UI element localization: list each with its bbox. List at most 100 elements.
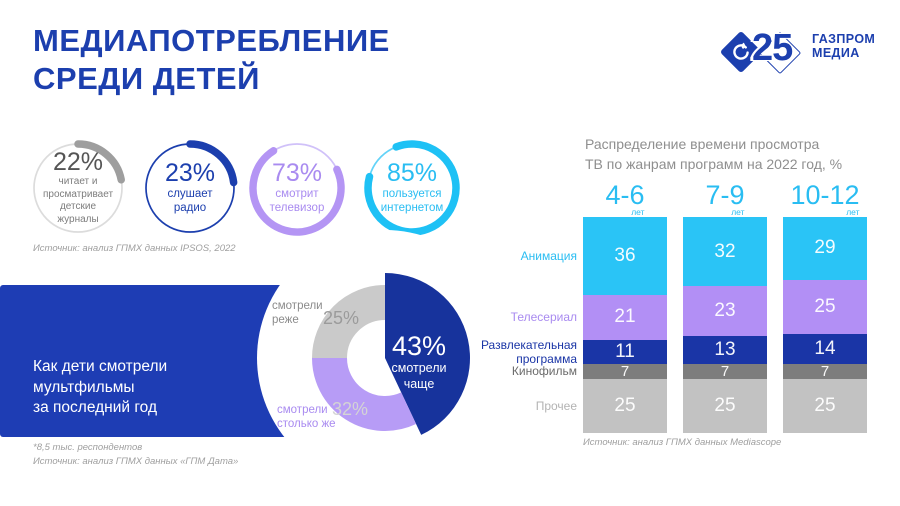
gauge-arc [74,140,125,184]
pie-major-label-line: чаще [403,377,435,392]
bar-segment-Кинофильм: 7 [583,363,667,381]
age-group-wrap: 7-9 лет [705,182,745,218]
tv-chart-title: Распределение времени просмотра ТВ по жа… [585,135,842,175]
stat-ring-caption-line: просматривает [42,188,114,200]
bar-segment-value: 25 [614,395,636,417]
tv-chart-title-line1: Распределение времени просмотра [585,136,820,152]
gauge-arc [186,140,238,187]
bar-segment-Кинофильм: 7 [783,362,867,380]
bar-segment-Анимация: 36 [583,217,667,295]
genre-label-4: Кинофильм [511,364,577,379]
bar-segment-Прочее: 25 [683,378,767,433]
page-title: МЕДИАПОТРЕБЛЕНИЕ СРЕДИ ДЕТЕЙ [33,22,390,98]
bar-segment-value: 7 [720,362,730,380]
bar-segment-value: 36 [614,244,636,266]
bar-segment-value: 7 [820,362,830,380]
stat-ring-gauge [249,143,345,236]
logo-brand-name: ГАЗПРОМ МЕДИА [812,32,876,60]
bar-segment-value: 7 [620,363,630,381]
bar-segment-value: 23 [714,299,736,321]
stat-ring-4: 85% пользуется интернетом [362,138,462,238]
pie-major-label: 43% смотрели чаще [369,332,469,392]
bar-segment-Прочее: 25 [783,378,867,433]
stat-ring-caption-line: детские [59,201,97,213]
stat-ring-caption: смотрит телевизор [270,187,325,216]
panel-footnote: *8,5 тыс. респондентов Источник: анализ … [33,441,238,470]
stat-ring-caption-line: пользуется [382,188,442,200]
stat-ring-caption: читает и просматривает детские журналы [43,176,113,226]
pie-percent-32: 32% [331,399,369,419]
stacked-bar-2: 32 23 13 7 25 [683,217,767,433]
gauge-arc [249,147,345,236]
bar-segment-Прочее: 25 [583,379,667,434]
bar-segment-Анимация: 32 [683,217,767,287]
bar-segment-Телесериал: 23 [683,286,767,336]
stat-ring-text: 23% слушает радио [140,138,240,238]
stat-ring-text: 22% читает и просматривает детские журналы [28,138,128,238]
bar-segment-Телесериал: 21 [583,294,667,341]
stacked-bar-3: 29 25 14 7 25 [783,217,867,433]
gazprom-flame-icon [733,42,749,60]
logo-brand-line1: ГАЗПРОМ [812,32,876,46]
stat-ring-caption-line: слушает [167,188,213,200]
stat-ring-caption-line: интернетом [380,202,444,215]
stat-ring-percent: 85% [386,158,438,187]
bar-segment-value: 25 [714,394,736,416]
panel-footnote-line2: Источник: анализ ГПМХ данных «ГПМ Дата» [33,456,239,468]
pie-slice-2 [312,357,417,431]
stat-ring-text: 85% пользуется интернетом [362,138,462,238]
cartoons-panel-title: Как дети смотрели мультфильмы за последн… [33,357,167,419]
bar-segment-Развлекательная программа: 11 [583,340,667,364]
genre-label-3: Развлекательная программа [480,337,577,366]
stat-ring-caption-line: телевизор [269,202,325,215]
age-group-unit: лет [846,207,860,217]
age-group-header-2: 7-9 лет [683,182,767,220]
bar-segment-value: 13 [714,338,736,360]
genre-label-5: Прочее [535,398,577,413]
logo-brand-line2: МЕДИА [812,45,860,60]
bar-segment-value: 29 [814,237,836,259]
bar-segment-value: 32 [714,240,736,262]
stat-ring-gauge [145,140,238,233]
age-group-range: 10-12 [790,180,860,210]
page-title-line1: МЕДИАПОТРЕБЛЕНИЕ [33,23,390,58]
bar-segment-Телесериал: 25 [783,279,867,334]
pie-major-percent: 43% [391,331,447,361]
gazprom-media-logo: 25 ГАЗПРОМ МЕДИА [708,20,878,78]
stat-ring-caption-line: радио [173,202,207,215]
bar-segment-value: 14 [814,337,836,359]
age-group-header-1: 4-6 лет [583,182,667,220]
stat-ring-percent: 23% [164,158,216,187]
stat-ring-2: 23% слушает радио [140,138,240,238]
bar-segment-value: 11 [615,341,635,363]
stacked-bar-1: 36 21 11 7 25 [583,217,667,434]
tv-chart-title-line2: ТВ по жанрам программ на 2022 год, % [585,155,843,172]
stat-ring-percent: 73% [271,158,323,187]
bar-segment-Кинофильм: 7 [683,362,767,380]
stat-ring-caption: пользуется интернетом [381,187,444,216]
age-group-unit: лет [731,207,745,217]
age-group-wrap: 4-6 лет [605,182,645,218]
stat-ring-caption-line: журналы [57,213,99,225]
bar-segment-value: 21 [614,306,636,328]
bar-segment-value: 25 [814,295,836,317]
panel-footnote-line1: *8,5 тыс. респондентов [33,442,143,453]
stat-ring-1: 22% читает и просматривает детские журналы [28,138,128,238]
pie-major-label-line: смотрели [391,361,447,376]
age-group-unit: лет [631,207,645,217]
bar-segment-value: 25 [814,394,836,416]
cartoons-panel-title-line3: за последний год [33,399,157,417]
pie-slice-1 [385,273,470,435]
stat-ring-3: 73% смотрит телевизор [247,138,347,238]
gauge-arc [364,140,460,236]
pie-label-line: смотрели [272,300,323,312]
pie-percent-25: 25% [322,308,360,328]
pie-slice-3 [312,285,386,359]
pie-label-line: смотрели [277,404,328,416]
pie-label-less: смотрели реже [272,300,323,327]
logo-anniversary-number: 25 [752,27,793,69]
stat-ring-percent: 22% [52,147,104,176]
page-title-line2: СРЕДИ ДЕТЕЙ [33,60,260,96]
bar-segment-Развлекательная программа: 13 [683,335,767,364]
